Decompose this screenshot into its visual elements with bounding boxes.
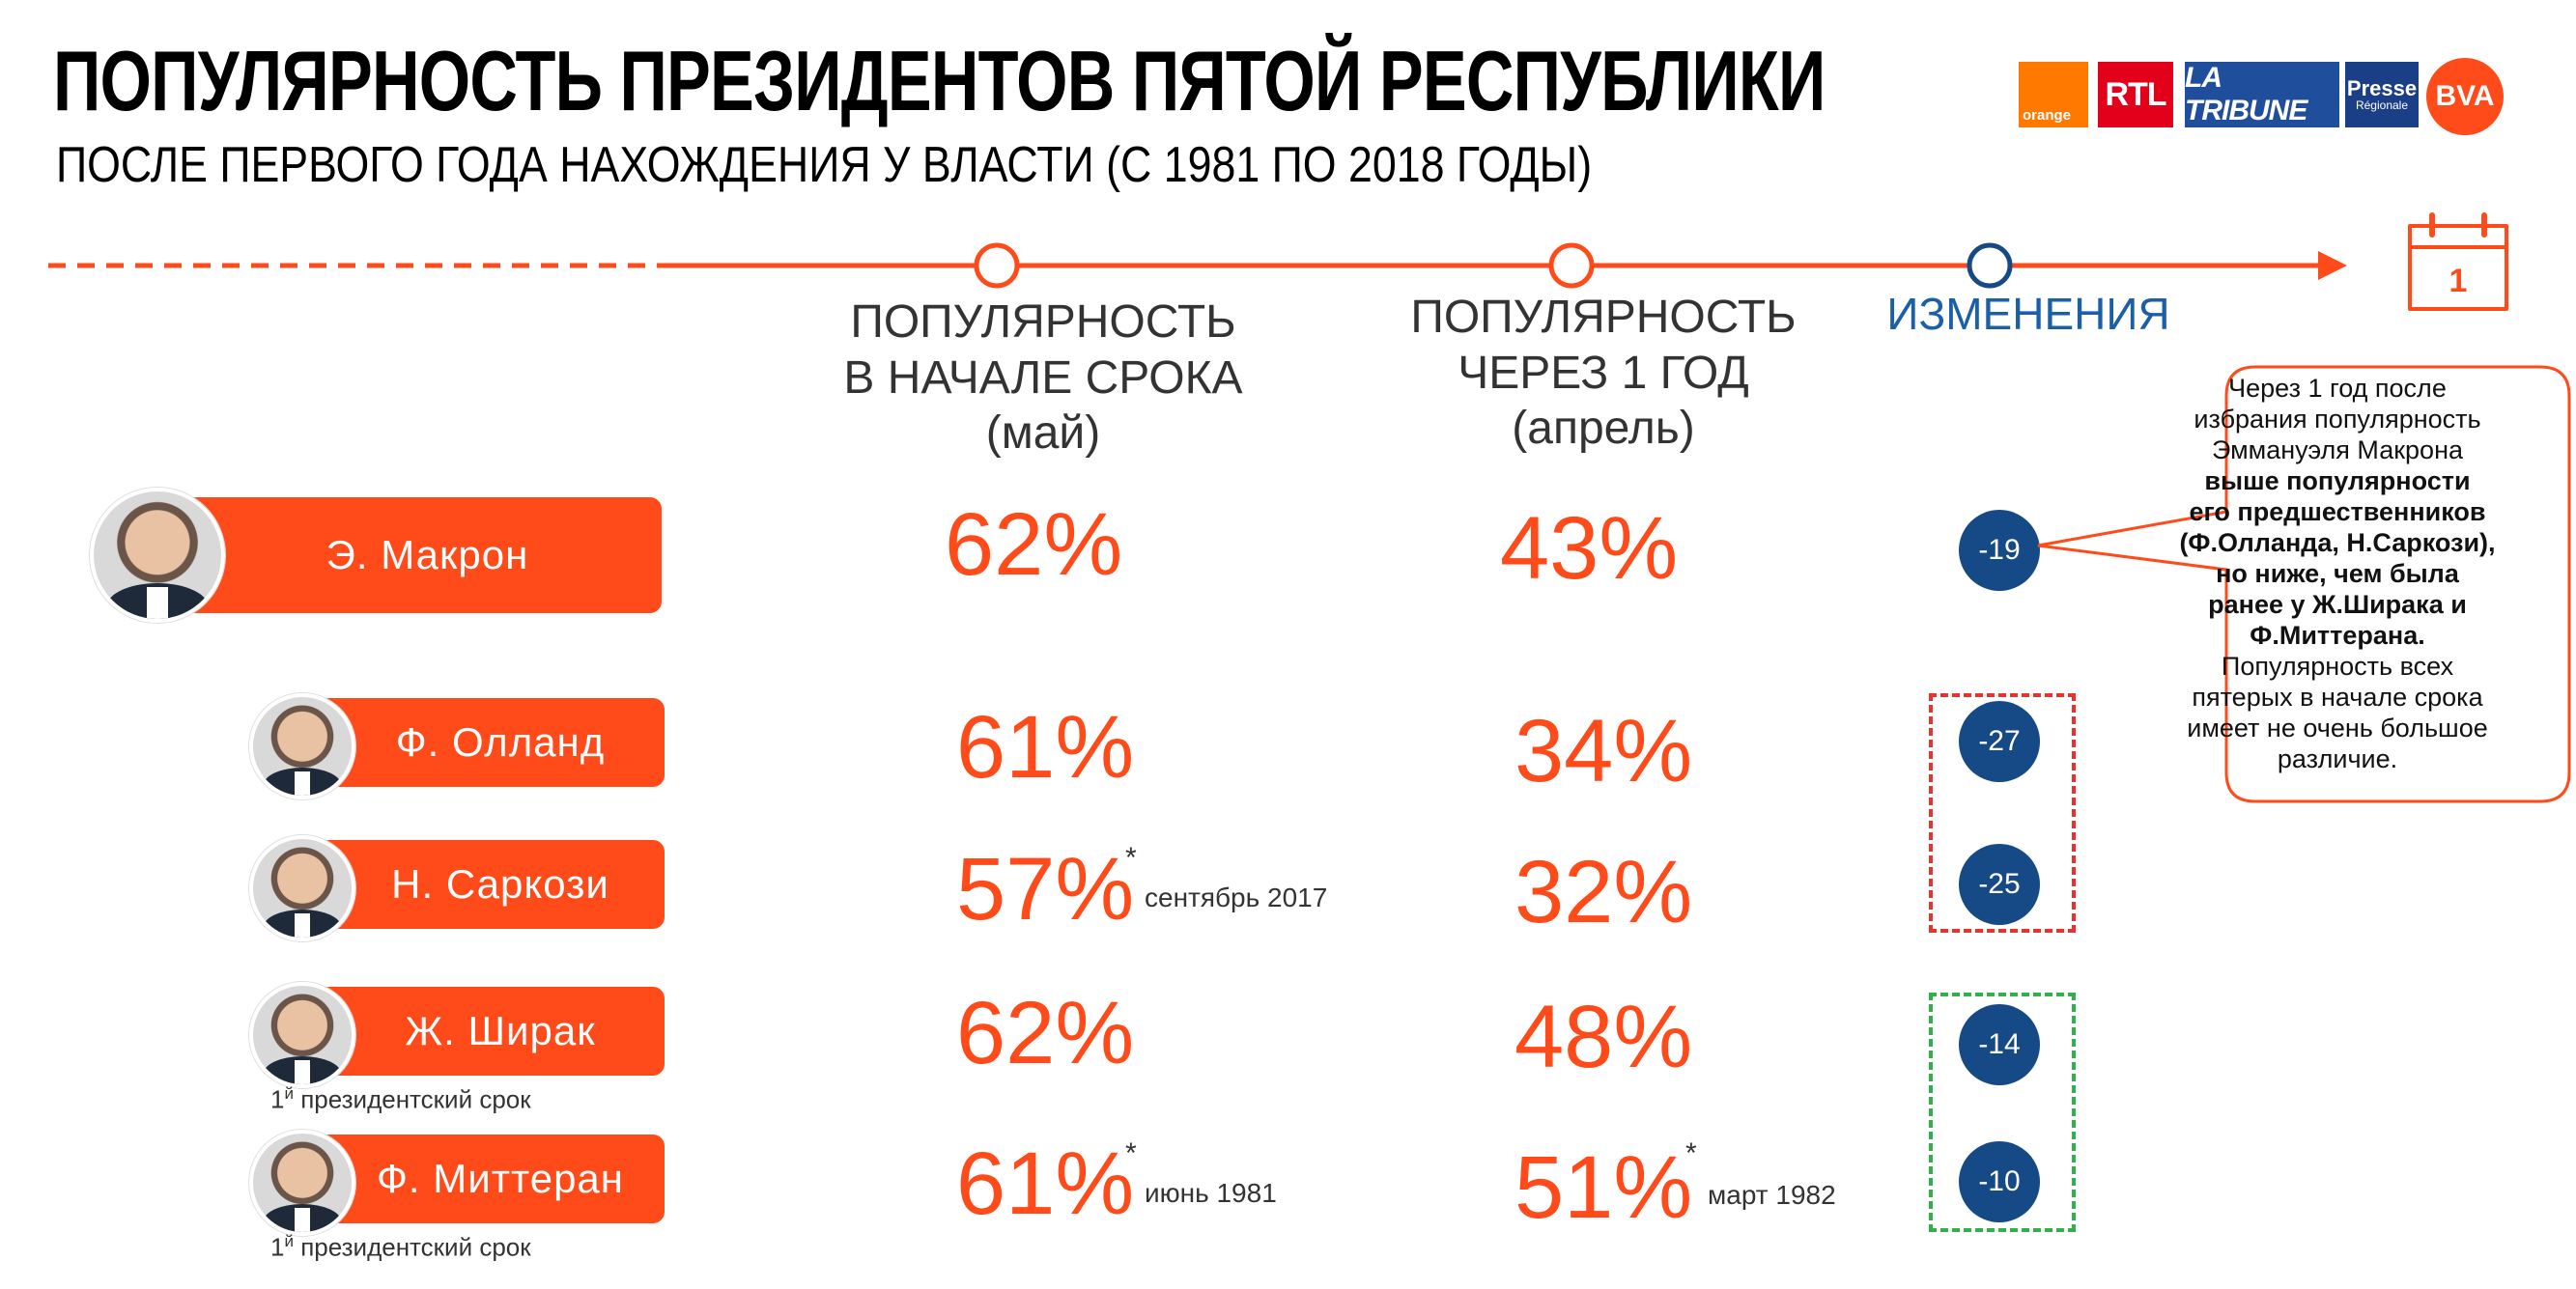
popularity-after-chirac: 48% (1514, 988, 1693, 1086)
callout-line: различие. (2277, 744, 2398, 773)
popularity-after-macron: 43% (1500, 499, 1679, 598)
president-name-mitterrand: Ф. Миттеран (307, 1135, 665, 1223)
term-number: 1 (270, 1084, 285, 1114)
president-name-label: Ф. Олланд (395, 719, 606, 765)
calendar-icon: 1 (2408, 212, 2508, 311)
president-name-label: Н. Саркози (391, 861, 609, 907)
callout-line-bold: выше популярности (2204, 466, 2471, 495)
sarkozy-portrait (249, 835, 355, 941)
callout-line-bold: его предшественников (2189, 497, 2486, 526)
presse-logo-text: Presse (2346, 76, 2418, 101)
callout-line-bold: Ф.Миттерана. (2250, 621, 2425, 650)
timeline-marker-change (1967, 242, 2013, 289)
president-name-macron: Э. Макрон (145, 497, 662, 613)
presse-regionale-logo: Presse Régionale (2345, 62, 2419, 127)
regionale-logo-text: Régionale (2355, 98, 2409, 113)
macron-portrait (90, 488, 225, 623)
rtl-logo: RTL (2098, 62, 2173, 127)
term-text: президентский срок (293, 1232, 531, 1262)
president-name-hollande: Ф. Олланд (307, 698, 665, 787)
chirac-portrait (249, 982, 355, 1088)
callout-line: Через 1 год после (2228, 374, 2447, 403)
callout-line: имеет не очень большое (2187, 714, 2488, 743)
callout-line: пятерых в начале срока (2192, 683, 2483, 712)
rtl-logo-text: RTL (2105, 75, 2166, 113)
president-name-label: Э. Макрон (326, 532, 529, 577)
hollande-portrait (249, 693, 355, 799)
term-superscript: й (284, 1084, 294, 1103)
term-text: президентский срок (293, 1084, 531, 1114)
callout-line-bold: ранее у Ж.Ширака и (2208, 590, 2467, 619)
presidential-term-note-chirac: 1й президентский срок (270, 1084, 531, 1115)
change-badge-macron: -19 (1959, 510, 2040, 591)
mitterrand-portrait (249, 1130, 355, 1236)
callout-line: Популярность всех (2221, 652, 2454, 681)
smaller-decline-group-box (1929, 993, 2076, 1232)
popularity-start-macron: 62% (945, 495, 1123, 594)
column-header-after-line3: (апрель) (1512, 403, 1695, 455)
column-header-start: ПОПУЛЯРНОСТЬ В НАЧАЛЕ СРОКА (май) (811, 294, 1275, 462)
timeline-marker-after (1548, 242, 1595, 289)
la-tribune-logo: LA TRIBUNE (2185, 62, 2339, 127)
popularity-start-hollande: 61% (956, 698, 1135, 797)
footnote-star: * (1125, 842, 1137, 874)
change-badge-chirac: -14 (1959, 1004, 2040, 1085)
column-header-start-line3: (май) (985, 407, 1101, 460)
popularity-start-note-sarkozy: сентябрь 2017 (1145, 883, 1328, 912)
column-header-after: ПОПУЛЯРНОСТЬ ЧЕРЕЗ 1 ГОД (апрель) (1372, 290, 1835, 457)
change-badge-hollande: -27 (1959, 701, 2040, 782)
column-header-start-line2: В НАЧАЛЕ СРОКА (843, 351, 1243, 404)
callout-text: Через 1 год после избрания популярность … (2135, 373, 2540, 774)
callout-line-bold: но ниже, чем была (2216, 559, 2459, 588)
bva-logo-text: BVA (2435, 80, 2495, 112)
president-name-chirac: Ж. Ширак (307, 987, 665, 1076)
timeline-arrow-icon (2318, 251, 2347, 280)
change-badge-mitterrand: -10 (1959, 1141, 2040, 1222)
tribune-logo-text: LA TRIBUNE (2185, 62, 2307, 126)
popularity-after-sarkozy: 32% (1514, 843, 1693, 941)
column-header-after-line1: ПОПУЛЯРНОСТЬ (1410, 292, 1797, 343)
bva-logo: BVA (2426, 58, 2504, 135)
presidential-term-note-mitterrand: 1й президентский срок (270, 1232, 531, 1263)
callout-line: Эммануэля Макрона (2212, 435, 2463, 464)
popularity-start-note-mitterrand: июнь 1981 (1145, 1178, 1277, 1208)
popularity-start-sarkozy: 57% (956, 840, 1135, 939)
larger-decline-group-box (1929, 693, 2076, 933)
president-name-label: Ж. Ширак (405, 1008, 596, 1053)
timeline-marker-start (974, 242, 1020, 289)
popularity-start-mitterrand: 61% (956, 1135, 1135, 1233)
orange-logo: orange (2019, 62, 2088, 127)
president-name-sarkozy: Н. Саркози (307, 840, 665, 929)
timeline (48, 242, 2347, 289)
footnote-star: * (1685, 1137, 1697, 1169)
change-badge-sarkozy: -25 (1959, 844, 2040, 925)
popularity-after-hollande: 34% (1514, 702, 1693, 800)
term-number: 1 (270, 1232, 285, 1262)
orange-logo-text: orange (2023, 107, 2072, 124)
callout-bubble (2037, 365, 2571, 803)
page-title: ПОПУЛЯРНОСТЬ ПРЕЗИДЕНТОВ ПЯТОЙ РЕСПУБЛИК… (53, 33, 1826, 128)
popularity-after-note-mitterrand: март 1982 (1708, 1180, 1836, 1210)
president-name-label: Ф. Миттеран (377, 1156, 624, 1201)
callout-line-bold: (Ф.Олланда, Н.Саркози), (2179, 528, 2496, 557)
footnote-star: * (1125, 1137, 1137, 1169)
page-subtitle: ПОСЛЕ ПЕРВОГО ГОДА НАХОЖДЕНИЯ У ВЛАСТИ (… (56, 137, 1593, 193)
popularity-after-mitterrand: 51% (1514, 1138, 1693, 1237)
term-superscript: й (284, 1232, 294, 1250)
column-header-start-line1: ПОПУЛЯРНОСТЬ (850, 296, 1236, 348)
callout-line: избрания популярность (2194, 405, 2481, 434)
column-header-change: ИЗМЕНЕНИЯ (1886, 289, 2170, 339)
popularity-start-chirac: 62% (956, 984, 1135, 1082)
calendar-number: 1 (2449, 263, 2468, 299)
column-header-after-line2: ЧЕРЕЗ 1 ГОД (1458, 347, 1749, 399)
